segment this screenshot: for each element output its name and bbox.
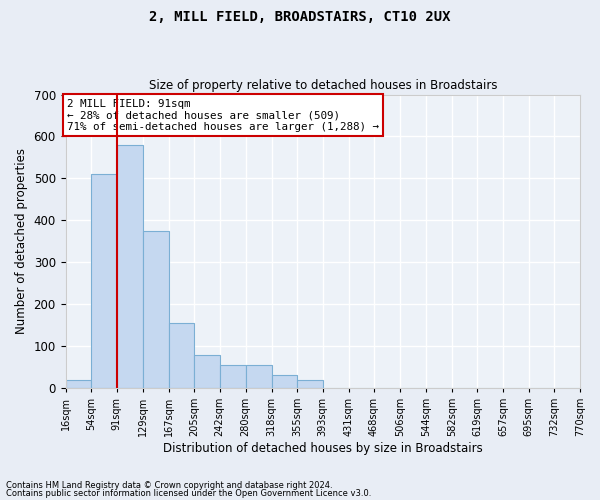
X-axis label: Distribution of detached houses by size in Broadstairs: Distribution of detached houses by size … [163, 442, 482, 455]
Y-axis label: Number of detached properties: Number of detached properties [15, 148, 28, 334]
Text: 2 MILL FIELD: 91sqm
← 28% of detached houses are smaller (509)
71% of semi-detac: 2 MILL FIELD: 91sqm ← 28% of detached ho… [67, 98, 379, 132]
Bar [117, 145, 143, 388]
Bar [194, 354, 220, 388]
Bar [65, 380, 91, 388]
Bar [169, 323, 194, 388]
Bar [272, 376, 297, 388]
Bar [297, 380, 323, 388]
Bar [143, 231, 169, 388]
Text: 2, MILL FIELD, BROADSTAIRS, CT10 2UX: 2, MILL FIELD, BROADSTAIRS, CT10 2UX [149, 10, 451, 24]
Text: Contains public sector information licensed under the Open Government Licence v3: Contains public sector information licen… [6, 488, 371, 498]
Bar [91, 174, 117, 388]
Title: Size of property relative to detached houses in Broadstairs: Size of property relative to detached ho… [149, 79, 497, 92]
Bar [220, 365, 245, 388]
Text: Contains HM Land Registry data © Crown copyright and database right 2024.: Contains HM Land Registry data © Crown c… [6, 481, 332, 490]
Bar [245, 365, 272, 388]
